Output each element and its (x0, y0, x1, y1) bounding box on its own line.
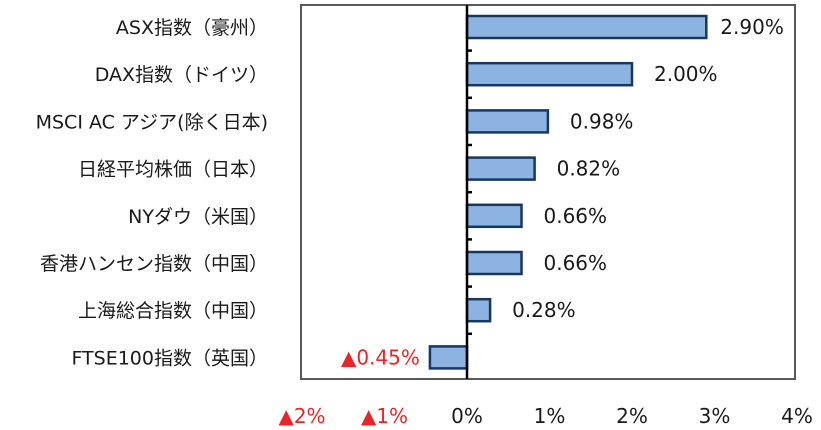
bar (465, 109, 550, 134)
value-label: 0.66% (544, 251, 608, 275)
x-tick-label: 2% (616, 404, 648, 428)
category-label: ASX指数（豪州） (116, 17, 268, 39)
category-label: 日経平均株価（日本） (78, 159, 268, 181)
value-label: 0.82% (557, 157, 621, 181)
bar (465, 14, 708, 40)
zero-axis (465, 5, 472, 379)
bar (465, 250, 523, 276)
value-label: 2.90% (720, 15, 784, 39)
category-label: NYダウ（米国） (128, 206, 268, 228)
bars-group (428, 14, 708, 370)
category-label: DAX指数（ドイツ） (95, 64, 268, 86)
category-label: FTSE100指数（英国） (71, 347, 268, 369)
value-label: 2.00% (654, 62, 718, 86)
x-tick-label: 4% (781, 404, 813, 428)
bar (465, 203, 523, 229)
category-labels: ASX指数（豪州） DAX指数（ドイツ） MSCI AC アジア(除く日本) 日経平均… (36, 17, 268, 369)
x-tick-label: 0% (451, 404, 483, 428)
x-tick-labels: ▲2% ▲1% 0% 1% 2% 3% 4% (278, 404, 812, 428)
bar (465, 61, 634, 87)
plot-frame (300, 4, 796, 380)
x-tick-label: ▲1% (361, 404, 408, 428)
value-labels: 2.90%2.00% 0.98% 0.82% 0.66% 0.66% 0.28% ▲0.45… (341, 15, 784, 369)
value-label: ▲0.45% (341, 345, 420, 369)
category-label: MSCI AC アジア(除く日本) (36, 111, 268, 133)
value-label: 0.66% (544, 204, 608, 228)
value-label: 0.28% (512, 298, 576, 322)
x-tick-label: 1% (534, 404, 566, 428)
category-label: 上海総合指数（中国） (78, 300, 268, 322)
bar (465, 297, 492, 323)
bar (465, 156, 536, 181)
value-label: 0.98% (570, 109, 634, 133)
x-tick-label: ▲2% (278, 404, 325, 428)
bar (428, 345, 469, 370)
x-tick-label: 3% (699, 404, 731, 428)
category-label: 香港ハンセン指数（中国） (40, 253, 268, 275)
